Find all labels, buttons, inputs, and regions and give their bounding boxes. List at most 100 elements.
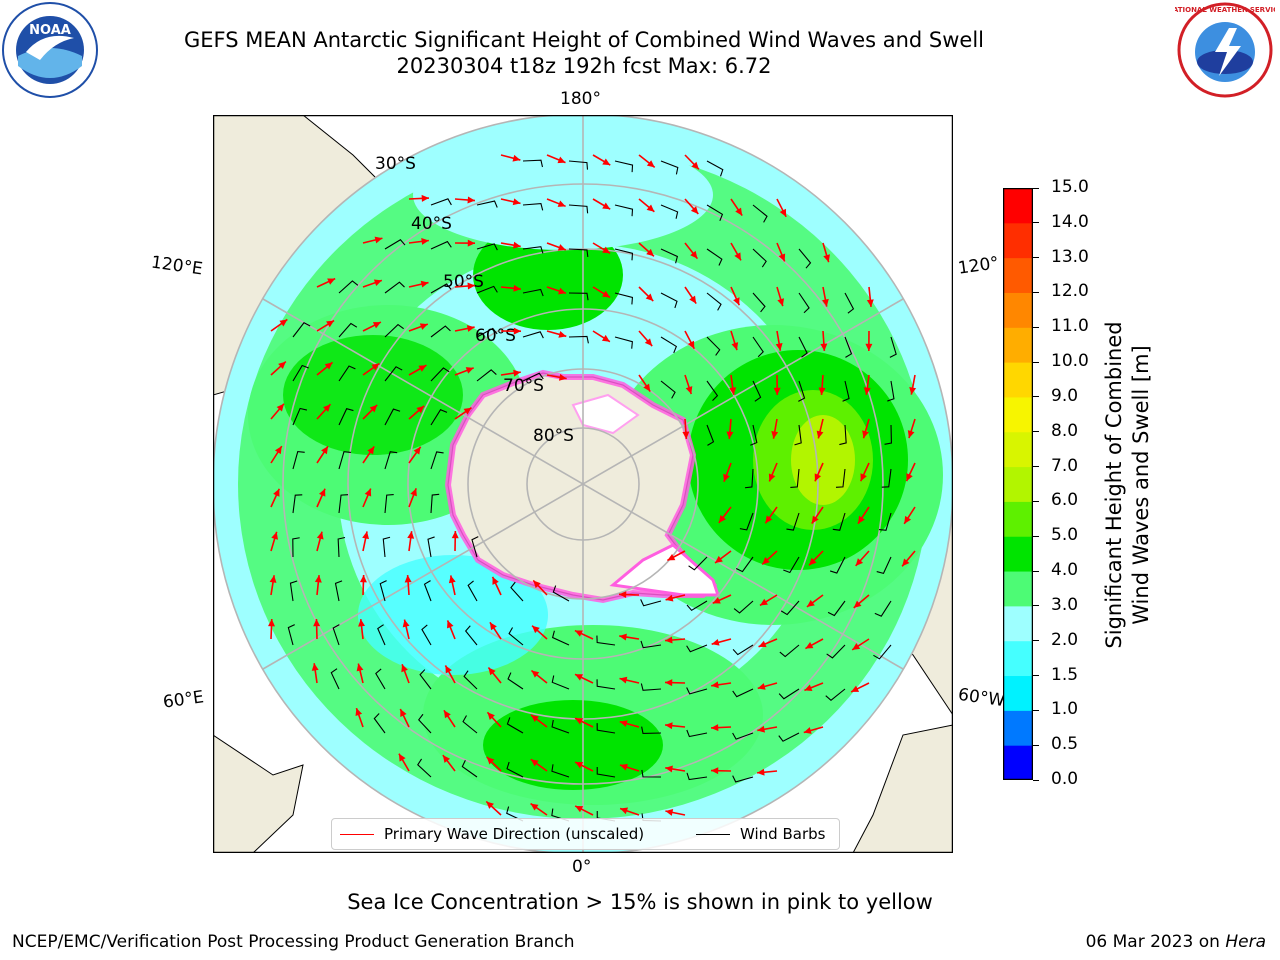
wind-barb bbox=[377, 624, 386, 646]
wind-barb bbox=[884, 424, 892, 445]
wave-arrow-head bbox=[557, 156, 566, 164]
wind-barb bbox=[568, 204, 589, 214]
colorbar-tick-mark bbox=[1033, 779, 1039, 781]
wind-barb bbox=[568, 292, 589, 301]
colorbar-label-line2: Wind Waves and Swell [m] bbox=[1129, 345, 1153, 625]
wave-arrow-head bbox=[398, 753, 406, 762]
wind-barb bbox=[798, 336, 808, 358]
colorbar-tick-label: 3.0 bbox=[1051, 594, 1079, 615]
wave-field-6m-east bbox=[791, 415, 855, 505]
wave-arrow-head bbox=[273, 488, 280, 497]
wind-barb bbox=[338, 280, 359, 294]
wave-arrow-head bbox=[421, 237, 429, 245]
colorbar-tick-mark bbox=[1033, 396, 1039, 398]
wave-arrow-head bbox=[602, 158, 611, 166]
wind-barb bbox=[614, 160, 634, 173]
wave-arrow-head bbox=[488, 667, 496, 676]
wind-barb bbox=[660, 248, 679, 264]
wind-barb bbox=[706, 336, 721, 356]
wave-field-4m-west bbox=[283, 335, 463, 455]
wind-barb bbox=[780, 600, 800, 616]
wave-arrow-head bbox=[689, 295, 697, 304]
wave-arrow-head bbox=[804, 684, 813, 691]
wave-arrow-head bbox=[512, 198, 521, 206]
wave-arrow-head bbox=[401, 664, 408, 673]
wind-barb bbox=[292, 537, 300, 558]
wind-barb bbox=[783, 556, 800, 574]
wave-arrow-head bbox=[274, 446, 282, 455]
wave-arrow-head bbox=[467, 239, 475, 247]
colorbar-tick-mark bbox=[1033, 257, 1039, 259]
wind-barb bbox=[596, 635, 616, 646]
wind-barb bbox=[735, 556, 754, 573]
wind-barb bbox=[640, 599, 662, 607]
wave-arrow-head bbox=[858, 515, 865, 524]
wave-arrow-head bbox=[775, 343, 783, 351]
wind-barb bbox=[338, 494, 349, 514]
wave-arrow-head bbox=[313, 619, 321, 627]
colorbar-segment bbox=[1003, 571, 1033, 607]
wind-barb bbox=[287, 624, 295, 646]
wave-arrow-head bbox=[852, 643, 861, 650]
wind-barb bbox=[375, 668, 386, 690]
wind-barb bbox=[752, 336, 764, 358]
wind-barb bbox=[551, 630, 570, 646]
wind-barb bbox=[334, 580, 343, 602]
wave-arrow-head bbox=[902, 558, 910, 567]
colorbar-tick-mark bbox=[1033, 570, 1039, 572]
wind-barb bbox=[887, 380, 895, 402]
wind-barb bbox=[798, 380, 806, 402]
colorbar-tick-mark bbox=[1033, 431, 1039, 433]
ross-ice bbox=[571, 393, 640, 435]
wave-arrow-head bbox=[410, 488, 417, 497]
wind-barb bbox=[384, 494, 394, 514]
wave-arrow-head bbox=[765, 515, 773, 524]
wind-barb bbox=[384, 323, 404, 338]
wave-arrow-head bbox=[731, 342, 739, 351]
wind-barb bbox=[463, 670, 478, 690]
wind-barb bbox=[423, 580, 432, 602]
wind-barb bbox=[551, 719, 570, 734]
colorbar-tick-mark bbox=[1033, 640, 1039, 642]
wind-barb bbox=[794, 424, 802, 446]
wind-barb bbox=[706, 380, 719, 402]
wave-arrow-head bbox=[557, 200, 566, 207]
wind-barb bbox=[686, 644, 708, 653]
credit-branch: NCEP/EMC/Verification Post Processing Pr… bbox=[12, 932, 575, 952]
wind-barb bbox=[881, 468, 892, 488]
wave-direction-arrows bbox=[268, 154, 917, 816]
wave-arrow-head bbox=[513, 241, 521, 249]
wave-arrow-head bbox=[821, 298, 829, 307]
wind-barb bbox=[844, 292, 855, 314]
colorbar-tick-label: 2.0 bbox=[1051, 629, 1079, 650]
wave-arrow-head bbox=[530, 759, 539, 767]
wind-barb bbox=[744, 468, 754, 489]
wind-barb bbox=[835, 468, 846, 488]
wind-barb bbox=[508, 627, 524, 646]
wave-arrow-head bbox=[726, 431, 734, 439]
africa-east-land bbox=[852, 724, 953, 853]
wind-barb bbox=[596, 723, 616, 734]
colorbar-tick-mark bbox=[1033, 744, 1039, 746]
wave-arrow-head bbox=[489, 622, 497, 631]
wave-arrow-head bbox=[271, 531, 278, 540]
wave-arrow-head bbox=[324, 362, 333, 370]
wave-arrow-head bbox=[665, 679, 673, 687]
lat-label-50s: 50°S bbox=[443, 272, 484, 292]
wave-arrow-head bbox=[865, 343, 873, 351]
wind-barb bbox=[292, 451, 305, 470]
wind-barb bbox=[292, 407, 308, 426]
wave-arrow-head bbox=[451, 531, 459, 539]
wind-barb bbox=[471, 536, 479, 558]
wave-arrow-head bbox=[665, 809, 674, 816]
wave-arrow-head bbox=[601, 334, 610, 342]
wind-barb bbox=[289, 580, 298, 602]
colorbar-tick-label: 15.0 bbox=[1051, 177, 1089, 197]
wind-barb bbox=[842, 380, 850, 402]
wave-arrow-head bbox=[619, 591, 627, 599]
wind-barb bbox=[640, 640, 662, 649]
colorbar-tick-mark bbox=[1033, 361, 1039, 363]
wave-arrow-head bbox=[358, 619, 366, 627]
wave-arrow-head bbox=[402, 619, 410, 628]
wind-barb bbox=[379, 580, 387, 602]
